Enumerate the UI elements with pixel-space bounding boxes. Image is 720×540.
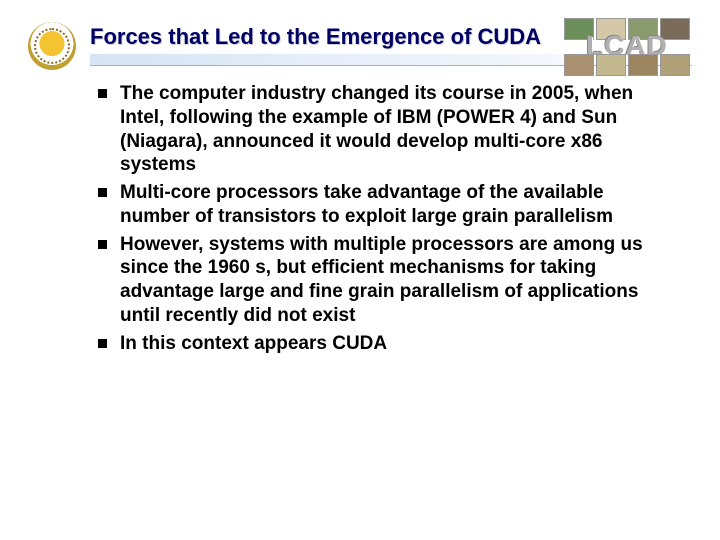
bullet-item: Multi-core processors take advantage of … (98, 181, 672, 229)
bullet-item: However, systems with multiple processor… (98, 233, 672, 328)
corner-badge: LCAD (562, 18, 692, 76)
bullet-item: The computer industry changed its course… (98, 82, 672, 177)
thumb-icon (564, 54, 594, 76)
thumb-icon (628, 54, 658, 76)
thumb-icon (596, 54, 626, 76)
bullet-list: The computer industry changed its course… (98, 82, 672, 355)
crest-icon (28, 22, 76, 70)
slide-content: The computer industry changed its course… (28, 82, 692, 355)
bullet-item: In this context appears CUDA (98, 332, 672, 356)
thumb-icon (660, 54, 690, 76)
slide: Forces that Led to the Emergence of CUDA… (0, 0, 720, 540)
thumb-row-bottom (564, 54, 690, 76)
